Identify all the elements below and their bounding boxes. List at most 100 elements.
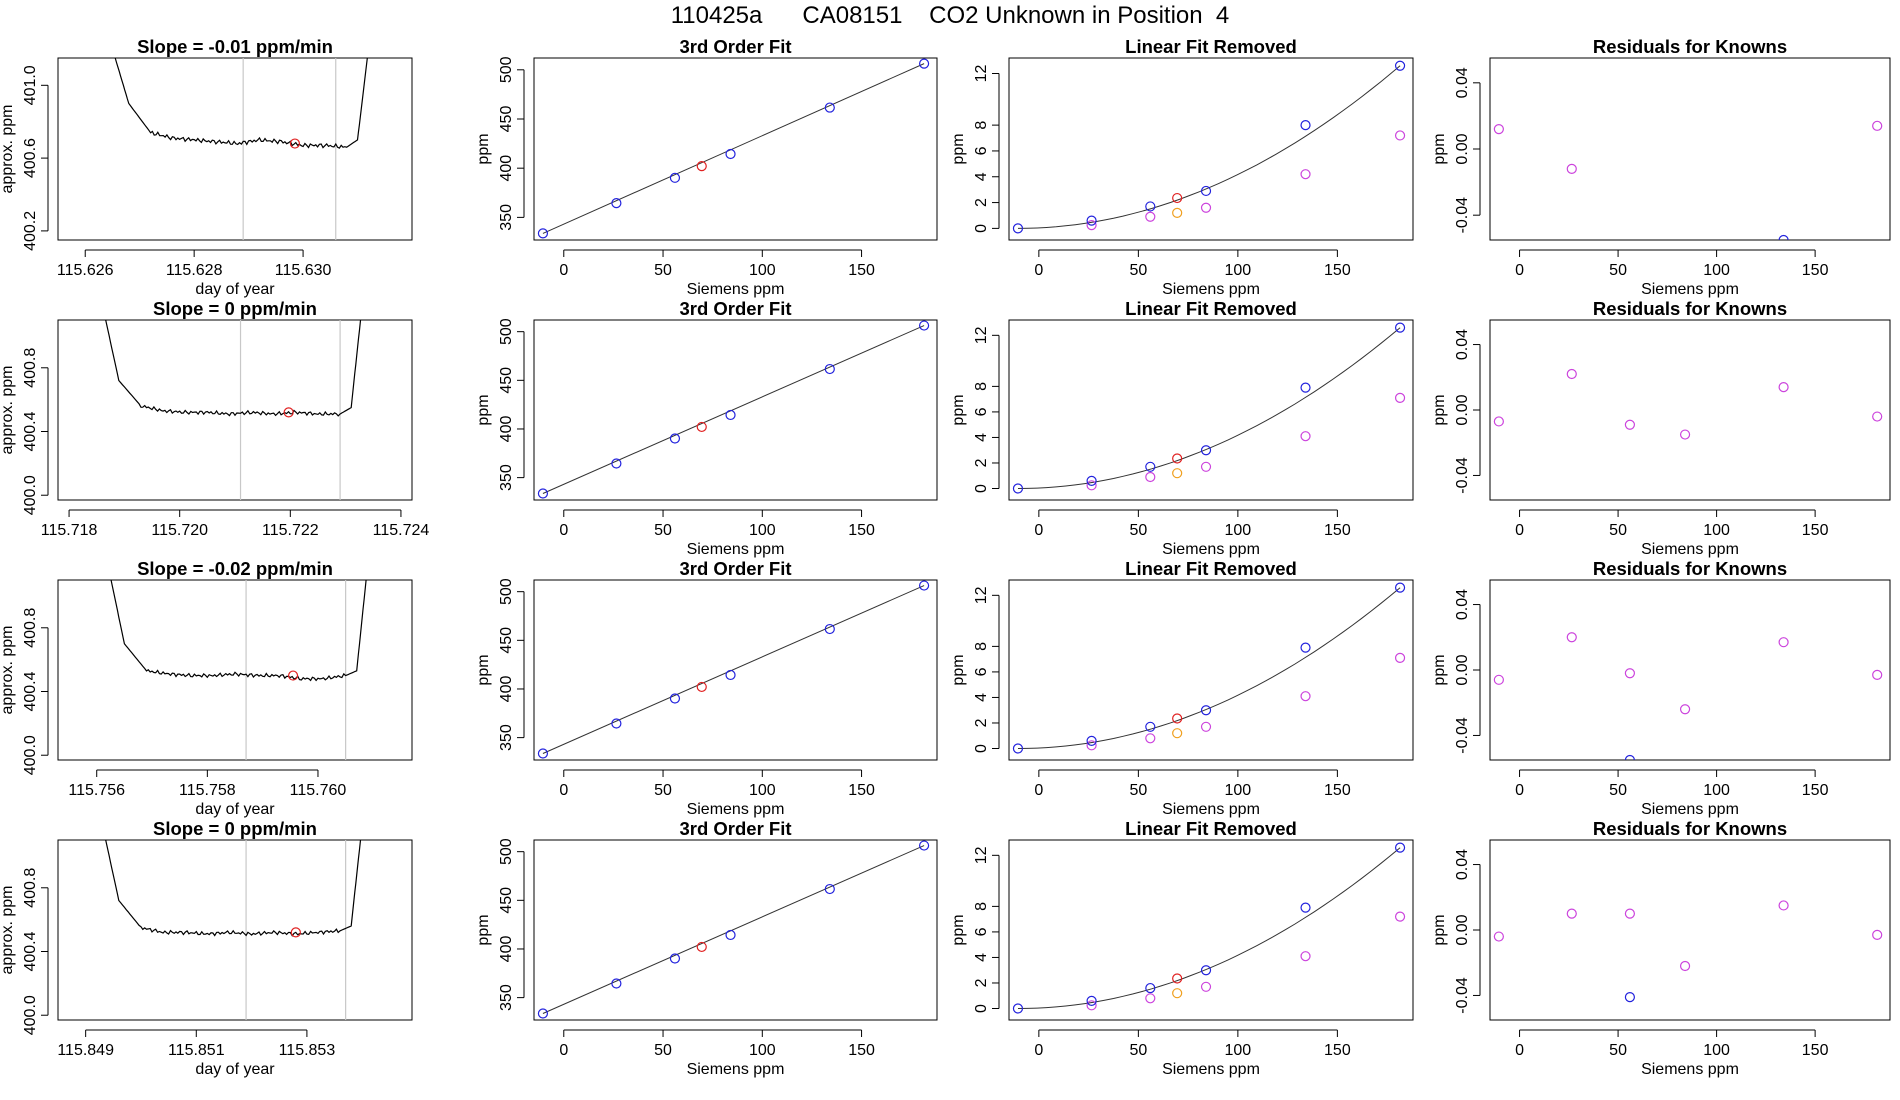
known-point	[725, 929, 736, 941]
residual-point	[1679, 429, 1691, 440]
known-point	[1012, 223, 1024, 234]
fit-line	[542, 585, 925, 754]
y-tick-label: 0	[973, 484, 990, 493]
x-tick-label: 115.628	[166, 262, 223, 279]
residual-point	[1872, 411, 1883, 422]
unknown-linear-point	[1172, 728, 1183, 739]
known-point	[1086, 475, 1097, 486]
fit-line	[542, 845, 925, 1014]
linear-residual-point	[1145, 733, 1156, 744]
unknown-point	[696, 941, 707, 953]
x-axis-label: Siemens ppm	[687, 801, 785, 818]
x-tick-label: 100	[749, 522, 776, 539]
plot-frame	[1008, 839, 1414, 1021]
x-tick-label: 0	[1034, 522, 1043, 539]
y-axis-label: ppm	[475, 914, 492, 945]
plot-frame	[57, 319, 413, 501]
linear-residual-point	[1200, 202, 1212, 213]
known-point	[611, 198, 622, 209]
x-tick-label: 50	[654, 522, 672, 539]
plot-frame	[533, 57, 938, 241]
x-axis-label: day of year	[195, 1061, 275, 1078]
unknown-point	[696, 681, 707, 693]
plot-title: 3rd Order Fit	[679, 818, 791, 839]
plot-title: Slope = 0 ppm/min	[153, 818, 317, 839]
linear-residual-point	[1145, 993, 1156, 1004]
x-tick-label: 115.756	[68, 782, 125, 799]
x-tick-label: 0	[1034, 262, 1043, 279]
y-tick-label: 400.0	[22, 735, 39, 775]
y-tick-label: 0.00	[1454, 914, 1471, 945]
unknown-linear-point	[1172, 207, 1183, 218]
y-tick-label: 400.0	[22, 475, 39, 515]
residual-point	[1872, 120, 1883, 131]
plot-title: Linear Fit Removed	[1125, 298, 1297, 319]
y-axis-label: ppm	[1431, 133, 1448, 164]
residual-point	[1624, 908, 1636, 919]
known-point	[1200, 445, 1212, 456]
y-tick-label: 400.8	[22, 608, 39, 648]
y-axis-label: ppm	[950, 133, 967, 164]
known-point	[918, 840, 930, 851]
y-tick-label: 0.00	[1454, 394, 1471, 425]
fit-curve	[1017, 847, 1401, 1009]
y-tick-label: 6	[973, 927, 990, 936]
y-axis-label: ppm	[475, 654, 492, 685]
known-point	[1145, 982, 1156, 994]
y-tick-label: 350	[498, 724, 515, 751]
y-axis-label: ppm	[950, 914, 967, 945]
unknown-point	[1172, 192, 1183, 204]
unknown-point	[696, 421, 707, 433]
x-tick-label: 100	[749, 262, 776, 279]
x-tick-label: 115.722	[262, 522, 319, 539]
y-tick-label: 8	[973, 902, 990, 911]
plot-title: Slope = -0.01 ppm/min	[137, 36, 333, 57]
unknown-marker	[283, 407, 294, 418]
y-tick-label: 400	[498, 416, 515, 443]
y-tick-label: 0	[973, 1004, 990, 1013]
linear-residual-point	[1145, 211, 1156, 222]
known-point	[1300, 382, 1311, 393]
linear-residual-point	[1300, 169, 1311, 180]
x-tick-label: 50	[1609, 782, 1627, 799]
plot-frame	[1008, 579, 1414, 761]
y-tick-label: 12	[973, 586, 990, 604]
fit-curve	[1017, 587, 1401, 749]
known-point	[1012, 743, 1024, 754]
unknown-marker	[290, 927, 301, 938]
x-tick-label: 115.630	[275, 262, 332, 279]
linear-residual-point	[1300, 691, 1311, 702]
plot-frame	[57, 579, 413, 761]
y-axis-label: ppm	[950, 394, 967, 425]
linear-residual-point	[1394, 911, 1406, 922]
unknown-point	[1172, 973, 1183, 984]
linear-residual-point	[1086, 480, 1097, 491]
x-tick-label: 0	[1034, 782, 1043, 799]
plot-title: 3rd Order Fit	[679, 298, 791, 319]
x-tick-label: 0	[559, 522, 568, 539]
plot-title: 3rd Order Fit	[679, 558, 791, 579]
y-tick-label: 401.0	[22, 65, 39, 105]
residual-point	[1872, 929, 1883, 941]
known-point	[1394, 842, 1406, 853]
unknown-point	[1172, 453, 1183, 464]
known-point	[537, 1008, 549, 1019]
y-tick-label: 12	[973, 846, 990, 864]
residual-point	[1624, 419, 1636, 430]
known-point	[669, 953, 681, 964]
x-tick-label: 150	[1802, 522, 1829, 539]
x-tick-label: 100	[1225, 1042, 1252, 1059]
known-point	[918, 320, 930, 331]
x-axis-label: Siemens ppm	[1641, 1061, 1739, 1078]
residual-point	[1566, 632, 1577, 643]
x-tick-label: 115.758	[179, 782, 236, 799]
unknown-point	[696, 161, 707, 172]
y-axis-label: ppm	[1431, 914, 1448, 945]
x-tick-label: 0	[559, 782, 568, 799]
y-tick-label: -0.04	[1454, 197, 1471, 234]
y-tick-label: 6	[973, 667, 990, 676]
y-tick-label: 4	[973, 953, 990, 962]
y-tick-label: 450	[498, 367, 515, 394]
y-tick-label: 500	[498, 56, 515, 83]
